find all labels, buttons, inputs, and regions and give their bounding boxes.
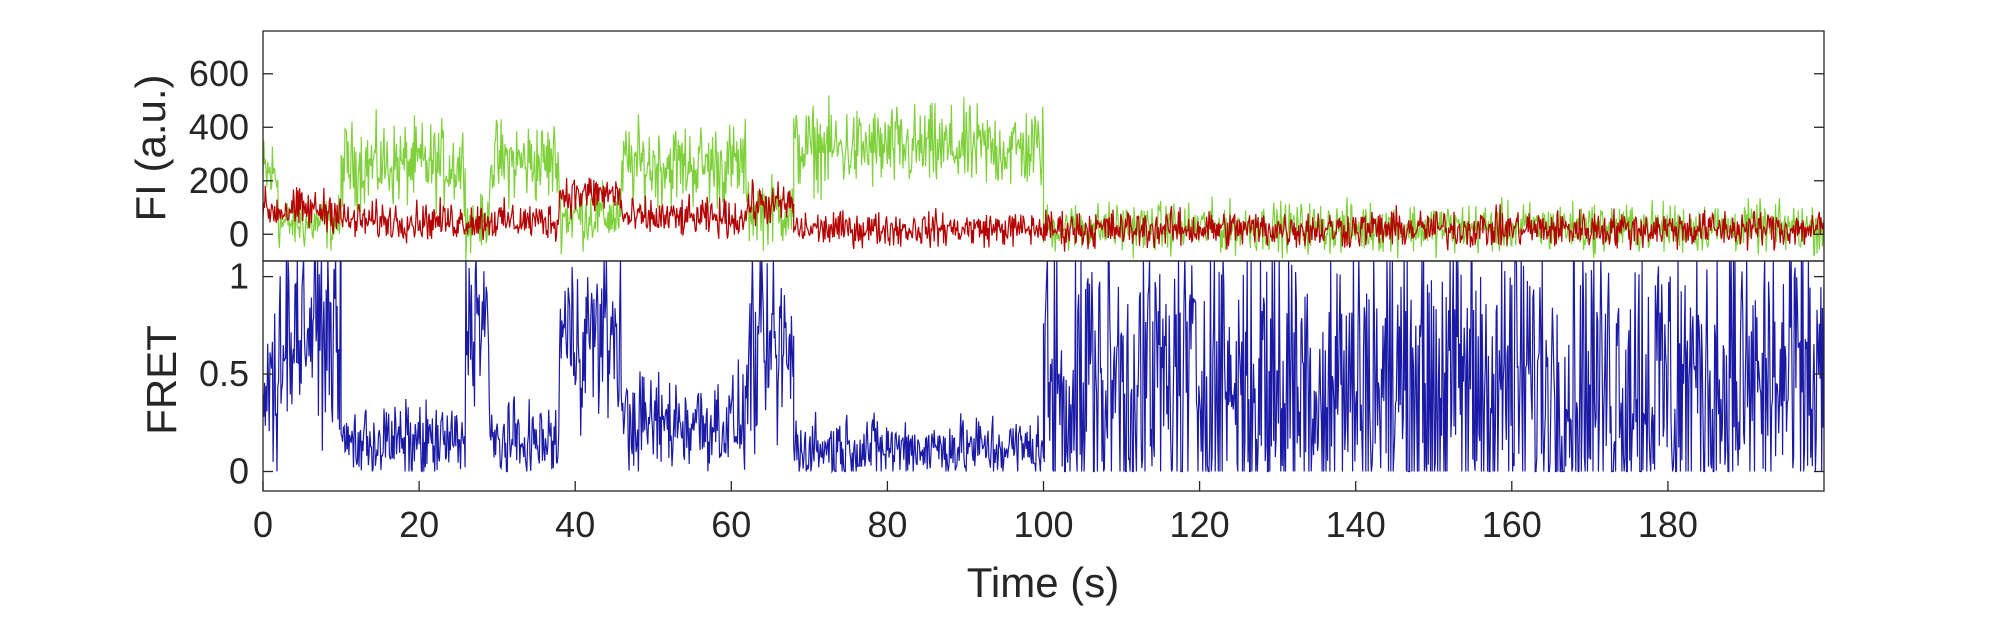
- fluorescence-series-1-line: [263, 177, 1824, 252]
- fret-ytick-label: 0: [229, 451, 249, 492]
- fret-series-0-line: [263, 261, 1824, 474]
- x-tick-label: 40: [555, 504, 595, 545]
- fret-y-axis-label: FRET: [138, 325, 185, 435]
- x-axis-label: Time (s): [967, 559, 1119, 606]
- fluorescence-ytick-label: 600: [189, 53, 249, 94]
- x-tick-label: 20: [399, 504, 439, 545]
- fluorescence-series-group: [263, 95, 1824, 261]
- x-tick-label: 100: [1013, 504, 1073, 545]
- x-tick-label: 0: [253, 504, 273, 545]
- fret-ytick-label: 1: [229, 256, 249, 297]
- fluorescence-y-axis-label: FI (a.u.): [127, 74, 174, 221]
- x-tick-label: 140: [1326, 504, 1386, 545]
- x-tick-label: 180: [1638, 504, 1698, 545]
- fluorescence-ytick-label: 0: [229, 213, 249, 254]
- x-tick-label: 80: [867, 504, 907, 545]
- x-tick-label: 160: [1482, 504, 1542, 545]
- fret-series-group: [263, 261, 1824, 474]
- x-tick-label: 120: [1170, 504, 1230, 545]
- fluorescence-series-0-line: [263, 95, 1824, 261]
- fluorescence-ytick-label: 200: [189, 160, 249, 201]
- tick-marks: [262, 73, 1824, 491]
- x-tick-label: 60: [711, 504, 751, 545]
- fret-ytick-label: 0.5: [199, 353, 249, 394]
- fluorescence-ytick-label: 400: [189, 106, 249, 147]
